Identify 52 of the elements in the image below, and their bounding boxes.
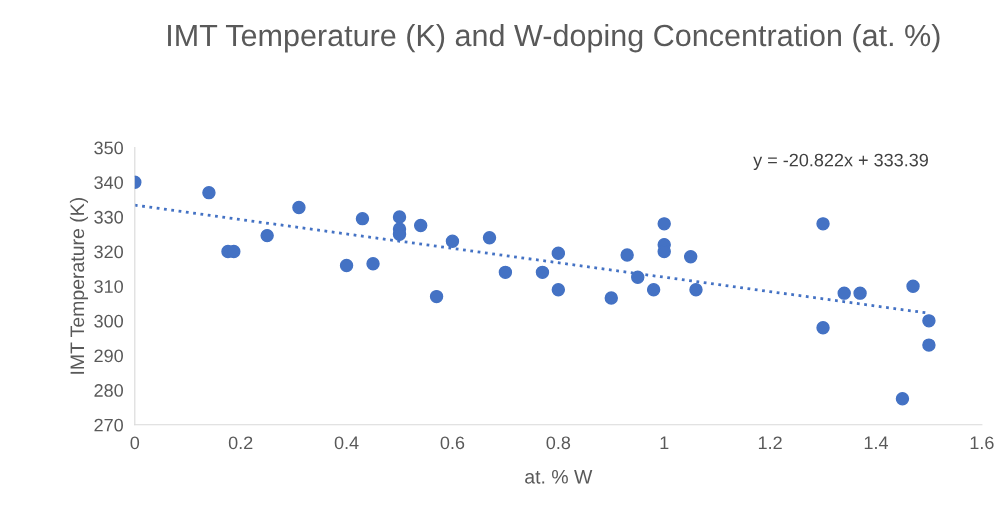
- point: [906, 279, 920, 293]
- point: [202, 185, 216, 200]
- point: [392, 210, 407, 224]
- point: [853, 286, 867, 300]
- point: [498, 265, 513, 280]
- point: [922, 338, 936, 352]
- y-tick-label: 290: [94, 349, 123, 363]
- y-tick-label: 300: [94, 314, 123, 328]
- x-tick-label: 1.6: [970, 436, 994, 450]
- point: [689, 282, 703, 297]
- x-tick-label: 1.4: [864, 436, 888, 449]
- annotation: y = -20.822x + 333.39: [753, 153, 928, 170]
- x-tick-label: 0.4: [334, 436, 359, 450]
- x-tick-label: 1.2: [758, 436, 782, 449]
- point: [413, 218, 428, 233]
- point: [445, 234, 460, 248]
- y-tick-label: 270: [94, 418, 123, 432]
- point: [620, 248, 634, 262]
- point: [895, 392, 910, 406]
- x-tick-label: 1: [660, 436, 669, 449]
- point: [816, 321, 830, 335]
- point: [339, 258, 354, 273]
- point: [355, 211, 370, 226]
- chart-title: IMT Temperature (K) and W-doping Concentration (at. %): [168, 23, 940, 53]
- point: [683, 250, 698, 264]
- y-axis-title: IMT Temperature (K): [69, 198, 89, 374]
- x-tick-label: 0.2: [228, 436, 253, 450]
- point: [551, 246, 566, 261]
- point: [646, 282, 661, 297]
- y-tick-label: 280: [94, 384, 123, 397]
- y-tick-label: 340: [94, 176, 123, 189]
- point: [292, 200, 306, 215]
- point: [816, 217, 830, 231]
- x-tick-label: 0.8: [546, 436, 571, 450]
- x-tick-label: 0: [130, 436, 140, 450]
- point: [631, 270, 645, 284]
- point: [657, 217, 671, 231]
- point: [535, 265, 550, 280]
- y-tick-label: 320: [94, 245, 123, 259]
- point: [922, 314, 936, 328]
- y-tick-label: 330: [94, 210, 123, 224]
- point: [604, 291, 618, 305]
- point: [260, 228, 274, 243]
- point: [366, 256, 380, 271]
- point: [551, 282, 566, 297]
- x-axis-title: at. % W: [525, 470, 593, 484]
- x-tick-label: 0.6: [440, 436, 465, 450]
- point: [429, 289, 444, 304]
- point: [482, 230, 497, 245]
- point: [837, 286, 851, 300]
- y-tick-label: 310: [94, 280, 123, 293]
- y-tick-label: 350: [94, 141, 123, 155]
